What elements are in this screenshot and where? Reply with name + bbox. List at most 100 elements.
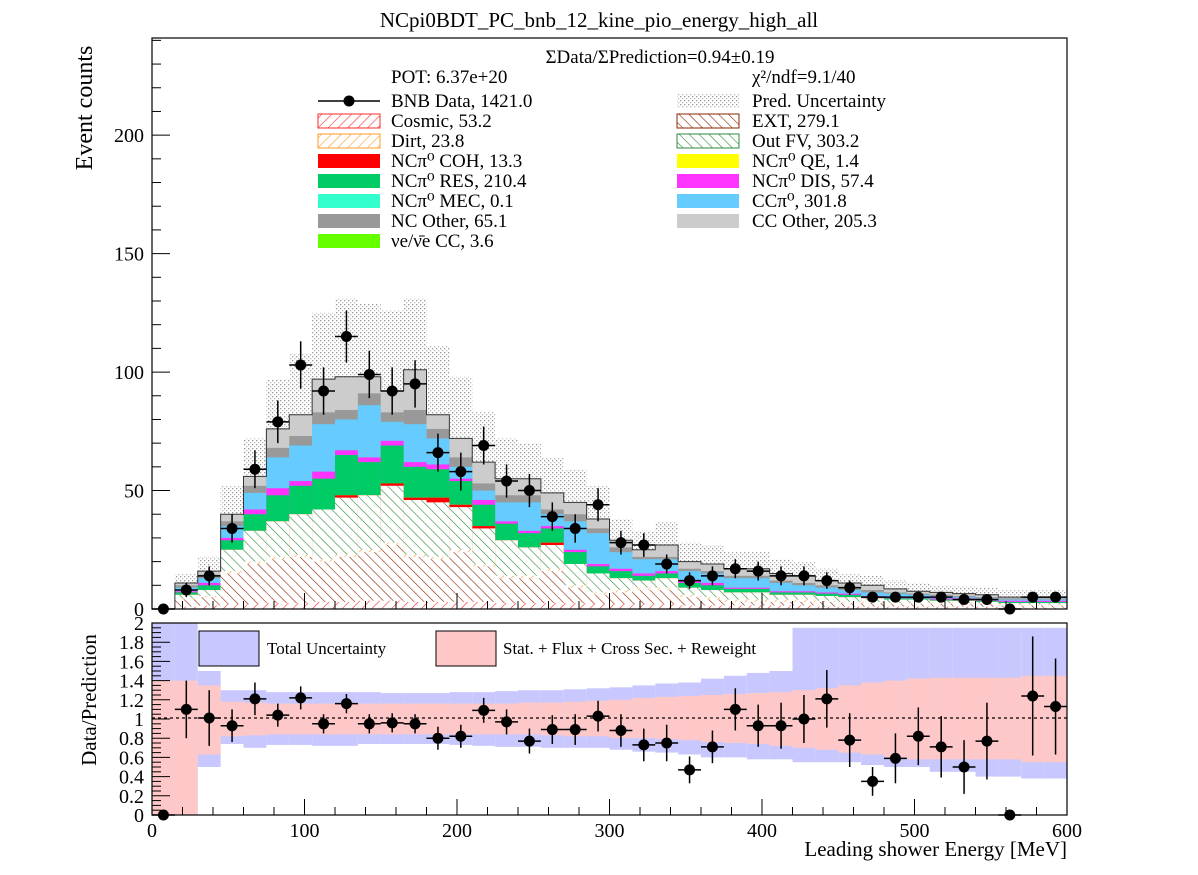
legend-label: NCπ⁰ MEC, 0.1 — [391, 191, 514, 212]
stack-bin-ext — [701, 599, 724, 609]
data-points — [152, 310, 1067, 615]
data-point-marker — [752, 565, 764, 577]
data-point — [701, 566, 724, 586]
data-point-marker — [706, 570, 718, 582]
data-point-marker — [638, 539, 650, 551]
x-axis-label: Leading shower Energy [MeV] — [804, 837, 1067, 861]
legend-swatch-marker — [343, 95, 355, 107]
stack-bin-ext — [403, 556, 427, 609]
ratio-legend-entry-stat_unc: Stat. + Flux + Cross Sec. + Reweight — [435, 630, 756, 667]
ratio-uncertainty-bands — [152, 623, 1067, 815]
stack-bin-cosmic — [563, 603, 587, 609]
stack-bin-ext — [1044, 605, 1067, 609]
ratio-point — [701, 730, 724, 764]
stack-bin-ext — [380, 545, 404, 609]
ratio-point-marker — [592, 710, 604, 722]
stack-bin-ext — [1021, 605, 1045, 609]
data-point — [426, 433, 450, 472]
ratio-point — [357, 714, 381, 734]
ratio-point-marker — [523, 735, 535, 747]
legend-entry-qe: NCπ⁰ QE, 1.4 — [677, 151, 859, 172]
stack-bin-cosmic — [586, 604, 610, 609]
data-point-marker — [912, 591, 924, 603]
stat-uncertainty-bin — [174, 680, 198, 815]
data-point — [1044, 591, 1067, 603]
ratio-point — [746, 704, 770, 747]
data-point-marker — [958, 594, 970, 606]
stat-uncertainty-bin — [289, 703, 313, 735]
data-point-marker — [889, 591, 901, 603]
stack-bin-ext — [472, 566, 496, 609]
stack-bin-cosmic — [289, 603, 313, 609]
data-point — [472, 426, 496, 465]
bottom-y-tick-label: 1 — [134, 709, 144, 731]
legend-entry-dirt: Dirt, 23.8 — [317, 131, 464, 152]
bottom-y-tick-label: 0.6 — [119, 747, 144, 769]
bottom-y-tick-label: 1.2 — [119, 690, 144, 712]
bottom-y-tick-label: 1.6 — [119, 651, 144, 673]
legend-entry-res: NCπ⁰ RES, 210.4 — [318, 171, 527, 192]
legend: BNB Data, 1421.0 Pred. Uncertainty Cosmic,… — [317, 91, 887, 252]
ratio-legend-swatch — [198, 630, 260, 667]
ratio-point — [266, 703, 290, 727]
data-point — [678, 572, 701, 589]
x-tick-label: 500 — [900, 820, 930, 842]
ratio-point-marker — [661, 737, 673, 749]
x-tick-label: 0 — [147, 820, 157, 842]
data-point — [197, 566, 221, 586]
legend-entry-ncother: NC Other, 65.1 — [318, 211, 507, 232]
ratio-point — [335, 694, 358, 714]
ratio-point-marker — [386, 717, 398, 729]
data-point-marker — [203, 570, 215, 582]
stack-bin-ext — [243, 563, 267, 609]
x-tick-label: 100 — [290, 820, 320, 842]
data-point — [655, 554, 679, 574]
data-point-marker — [729, 563, 741, 575]
ratio-legend-swatch — [435, 630, 497, 667]
ratio-point — [540, 715, 564, 744]
ratio-point — [220, 709, 244, 743]
data-point — [174, 582, 198, 598]
data-point-marker — [180, 584, 192, 596]
bottom-y-tick-label: 1.8 — [119, 632, 144, 654]
ratio-point-marker — [432, 732, 444, 744]
stack-bin-cosmic — [884, 606, 907, 609]
ratio-point-marker — [363, 718, 375, 730]
legend-entry-ccother: CC Other, 205.3 — [677, 211, 877, 232]
stack-bin-ext — [540, 571, 564, 609]
legend-label: EXT, 279.1 — [752, 111, 840, 132]
stat-uncertainty-bin — [632, 697, 656, 739]
ratio-point — [861, 767, 884, 796]
legend-label: NCπ⁰ DIS, 57.4 — [752, 171, 874, 192]
data-point-marker — [318, 385, 330, 397]
data-point-marker — [844, 582, 856, 594]
ratio-legend: Total Uncertainty Stat. + Flux + Cross Se… — [198, 630, 756, 667]
ratio-point-marker — [180, 703, 192, 715]
data-point-marker — [1050, 591, 1062, 603]
ratio-point-marker — [569, 724, 581, 736]
ratio-point-marker — [821, 693, 833, 705]
legend-entry-ext: EXT, 279.1 — [676, 111, 840, 132]
stack-bin-ext — [266, 559, 290, 609]
legend-label: Cosmic, 53.2 — [391, 111, 492, 132]
stack-bin-cosmic — [335, 601, 358, 609]
stack-bin-cosmic — [723, 605, 747, 609]
ratio-point — [655, 724, 679, 762]
stack-bin-ext — [678, 597, 701, 609]
ratio-point — [792, 695, 816, 743]
ratio-point — [312, 714, 335, 734]
legend-label: CCπ⁰, 301.8 — [752, 191, 847, 212]
legend-entry-data: BNB Data, 1421.0 — [318, 91, 532, 112]
data-point — [289, 341, 313, 389]
data-point — [929, 591, 953, 603]
bottom-panel: 00.20.40.60.811.21.41.61.82 0 100 200 300 400… — [77, 613, 1082, 861]
data-point — [312, 367, 335, 415]
stack-bin-ext — [220, 573, 244, 609]
ratio-point — [609, 714, 633, 747]
ratio-point-marker — [295, 692, 307, 704]
legend-entry-dis: NCπ⁰ DIS, 57.4 — [677, 171, 874, 192]
top-y-axis-label: Event counts — [72, 46, 98, 171]
data-point — [838, 580, 862, 595]
ratio-point-marker — [935, 741, 947, 753]
